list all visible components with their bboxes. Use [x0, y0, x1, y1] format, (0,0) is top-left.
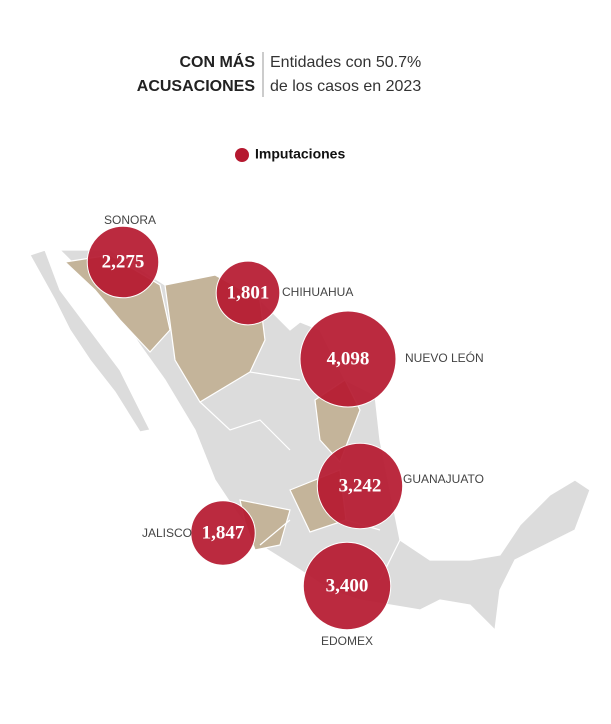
- state-label: EDOMEX: [321, 634, 373, 648]
- bubble: [86, 225, 160, 299]
- legend-label: Imputaciones: [255, 146, 345, 162]
- state-label: CHIHUAHUA: [282, 285, 353, 299]
- value-label: 3,400: [326, 575, 369, 596]
- subtitle-line: Entidades con 50.7%: [270, 54, 421, 71]
- value-label: 2,275: [102, 251, 145, 272]
- value-label: 1,847: [202, 522, 245, 543]
- title-line: ACUSACIONES: [137, 78, 256, 95]
- bubble: [190, 500, 256, 566]
- value-label: 4,098: [327, 348, 370, 369]
- title-line: CON MÁS: [179, 52, 255, 71]
- bubble: [215, 260, 281, 326]
- state-label: JALISCO: [142, 526, 192, 540]
- legend-marker: [235, 148, 249, 162]
- value-label: 3,242: [339, 475, 382, 496]
- state-label: NUEVO LEÓN: [405, 350, 484, 365]
- state-label: SONORA: [104, 213, 156, 227]
- bubble: [316, 442, 404, 530]
- value-label: 1,801: [227, 282, 270, 303]
- bubble: [299, 310, 397, 408]
- bubble: [302, 541, 392, 631]
- subtitle-line: de los casos en 2023: [270, 78, 421, 95]
- state-label: GUANAJUATO: [403, 472, 484, 486]
